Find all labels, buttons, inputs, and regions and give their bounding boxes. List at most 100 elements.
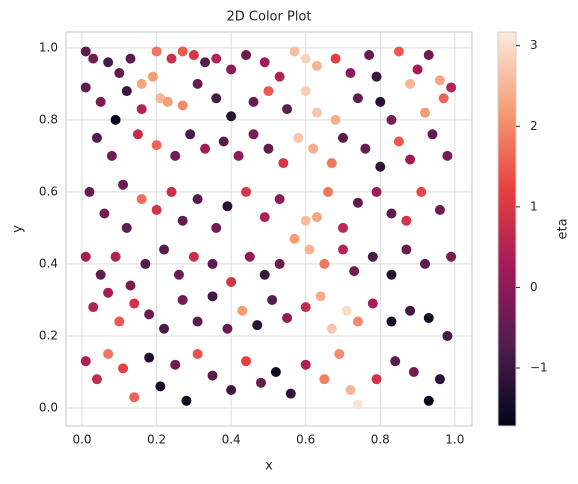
scatter-point — [211, 222, 222, 233]
scatter-point — [144, 352, 155, 363]
scatter-point — [263, 143, 274, 154]
scatter-point — [401, 244, 412, 255]
scatter-point — [367, 251, 378, 262]
scatter-point — [259, 212, 270, 223]
scatter-point — [192, 194, 203, 205]
scatter-point — [274, 258, 285, 269]
scatter-point — [405, 154, 416, 165]
scatter-point — [446, 82, 457, 93]
scatter-point — [345, 384, 356, 395]
scatter-point — [386, 316, 397, 327]
scatter-point — [125, 280, 136, 291]
scatter-point — [151, 46, 162, 57]
scatter-point — [151, 140, 162, 151]
scatter-point — [170, 150, 181, 161]
colorbar-tick-label: 0 — [530, 280, 538, 294]
scatter-point — [311, 107, 322, 118]
scatter-point — [244, 251, 255, 262]
scatter-point — [155, 93, 166, 104]
scatter-point — [282, 104, 293, 115]
scatter-point — [211, 93, 222, 104]
scatter-point — [300, 53, 311, 64]
scatter-point — [308, 143, 319, 154]
y-axis-label: y — [11, 225, 26, 233]
scatter-point — [252, 320, 263, 331]
scatter-point — [248, 129, 259, 140]
scatter-point — [423, 395, 434, 406]
scatter-point — [129, 298, 140, 309]
scatter-point — [371, 71, 382, 82]
scatter-point — [334, 348, 345, 359]
scatter-point — [114, 316, 125, 327]
scatter-point — [371, 186, 382, 197]
scatter-point — [226, 384, 237, 395]
scatter-point — [352, 316, 363, 327]
scatter-point — [349, 266, 360, 277]
scatter-point — [226, 276, 237, 287]
x-axis-label: x — [265, 459, 273, 474]
chart-title: 2D Color Plot — [227, 10, 312, 25]
scatter-point — [159, 244, 170, 255]
scatter-point — [132, 129, 143, 140]
scatter-point — [144, 309, 155, 320]
scatter-point — [405, 78, 416, 89]
colorbar — [497, 31, 517, 427]
scatter-point — [338, 132, 349, 143]
scatter-point — [207, 291, 218, 302]
scatter-point — [211, 53, 222, 64]
x-tick-label: 0.6 — [296, 433, 315, 447]
scatter-point — [386, 114, 397, 125]
scatter-point — [427, 129, 438, 140]
scatter-point — [181, 395, 192, 406]
scatter-point — [241, 186, 252, 197]
scatter-point — [226, 111, 237, 122]
scatter-point — [84, 186, 95, 197]
scatter-point — [177, 215, 188, 226]
scatter-point — [121, 86, 132, 97]
scatter-point — [88, 302, 99, 313]
scatter-point — [289, 46, 300, 57]
scatter-point — [125, 53, 136, 64]
scatter-point — [188, 251, 199, 262]
scatter-point — [207, 370, 218, 381]
scatter-point — [259, 57, 270, 68]
scatter-point — [274, 71, 285, 82]
scatter-point — [446, 251, 457, 262]
scatter-point — [218, 136, 229, 147]
scatter-point — [248, 96, 259, 107]
scatter-point — [408, 366, 419, 377]
scatter-point — [162, 96, 173, 107]
scatter-point — [241, 50, 252, 61]
scatter-point — [222, 323, 233, 334]
scatter-point — [177, 294, 188, 305]
scatter-point — [352, 197, 363, 208]
scatter-point — [166, 186, 177, 197]
scatter-point — [315, 291, 326, 302]
x-tick-label: 0.8 — [371, 433, 390, 447]
scatter-point — [207, 258, 218, 269]
scatter-point — [434, 374, 445, 385]
scatter-point — [319, 374, 330, 385]
scatter-point — [341, 305, 352, 316]
y-tick-label: 0.2 — [39, 328, 58, 342]
scatter-point — [278, 158, 289, 169]
scatter-point — [423, 50, 434, 61]
scatter-point — [311, 212, 322, 223]
scatter-point — [118, 363, 129, 374]
scatter-point — [95, 269, 106, 280]
scatter-point — [330, 53, 341, 64]
scatter-point — [300, 215, 311, 226]
scatter-point — [151, 204, 162, 215]
scatter-point — [311, 60, 322, 71]
scatter-point — [129, 392, 140, 403]
scatter-point — [338, 244, 349, 255]
y-tick-label: 0.4 — [39, 256, 58, 270]
scatter-point — [110, 251, 121, 262]
scatter-point — [80, 82, 91, 93]
scatter-point — [326, 158, 337, 169]
scatter-point — [386, 208, 397, 219]
x-tick-label: 1.0 — [445, 433, 464, 447]
scatter-point — [173, 269, 184, 280]
scatter-point — [263, 86, 274, 97]
